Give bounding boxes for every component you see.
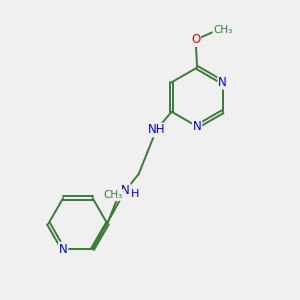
Text: N: N bbox=[193, 120, 202, 133]
Text: N: N bbox=[59, 243, 68, 256]
Text: N: N bbox=[121, 184, 130, 197]
Text: H: H bbox=[130, 189, 139, 199]
Text: CH₃: CH₃ bbox=[103, 190, 123, 200]
Text: O: O bbox=[191, 33, 200, 46]
Text: NH: NH bbox=[148, 124, 165, 136]
Text: CH₃: CH₃ bbox=[213, 25, 232, 35]
Text: N: N bbox=[218, 76, 227, 89]
